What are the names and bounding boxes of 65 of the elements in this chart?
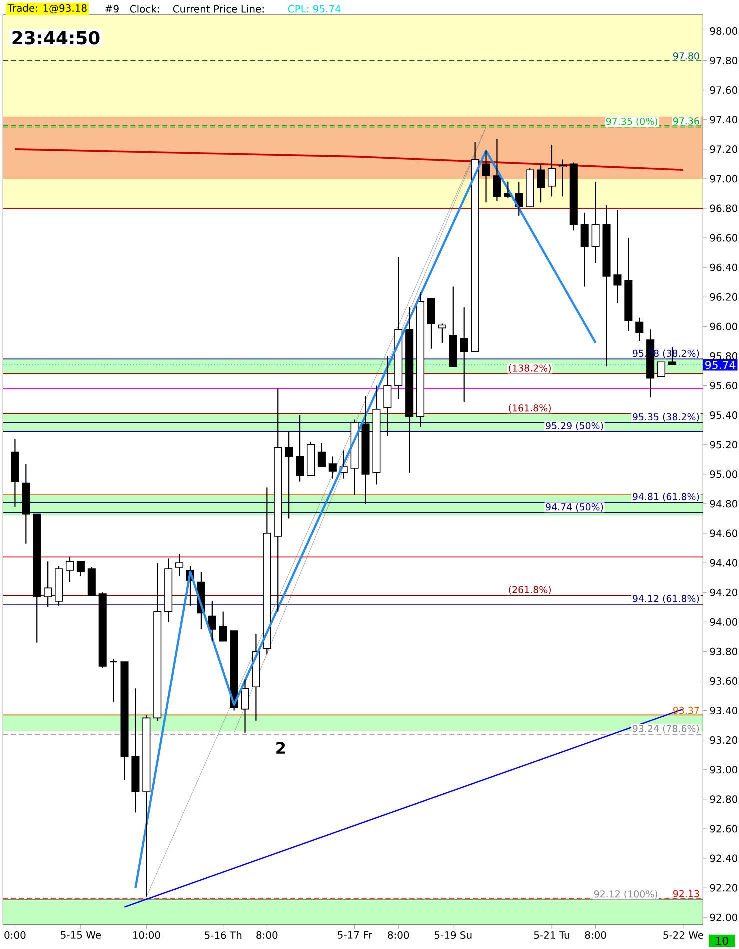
text: Current Price Line: xyxy=(173,5,264,13)
y-tick-label: 93.00 xyxy=(710,766,738,774)
y-tick-label: 92.80 xyxy=(710,796,738,804)
y-tick-label: 92.40 xyxy=(710,854,738,862)
annotation: (261.8%) xyxy=(509,586,551,595)
y-tick-label: 94.60 xyxy=(710,530,738,538)
x-tick-label: 5-19 Su xyxy=(434,931,472,940)
ref-line-label: 93.24 (78.6%) xyxy=(632,724,700,734)
x-tick-label: 5-15 We xyxy=(61,932,101,939)
ref-line-label: 97.35 (0%) xyxy=(606,118,658,126)
y-tick-label: 95.60 xyxy=(710,382,738,390)
x-tick-label: 8:00 xyxy=(388,931,410,940)
x-tick-label: 5-22 We xyxy=(664,931,704,940)
y-tick-label: 92.60 xyxy=(710,825,738,833)
x-tick-label: 5-16 Th xyxy=(204,931,242,940)
text: Trade: 1@93.18 xyxy=(8,4,87,14)
x-tick-label: 5-21 Tu xyxy=(534,931,570,940)
y-tick-label: 93.20 xyxy=(710,736,738,744)
ref-line-label: 97.36 xyxy=(673,118,700,125)
y-tick-label: 96.20 xyxy=(710,293,738,301)
y-tick-label: 97.40 xyxy=(710,116,738,124)
x-tick-label: 8:00 xyxy=(256,931,278,940)
y-tick-label: 94.00 xyxy=(710,618,738,626)
y-tick-label: 95.80 xyxy=(710,352,738,360)
ref-line-label: 94.81 (61.8%) xyxy=(632,493,700,502)
ref-line-label: 95.35 (38.2%) xyxy=(632,413,700,422)
ref-line-label: 95.29 (50%) xyxy=(546,422,604,431)
annotation: 23:44:50 xyxy=(12,31,100,45)
x-tick-label: 8:00 xyxy=(585,931,606,940)
text: 10 xyxy=(716,936,728,946)
y-tick-label: 93.80 xyxy=(710,648,738,656)
text: Clock: xyxy=(130,5,160,13)
y-tick-label: 97.20 xyxy=(710,146,738,154)
x-tick-label: 10:00 xyxy=(133,931,160,940)
y-tick-label: 96.00 xyxy=(710,322,738,330)
annotation: (138.2%) xyxy=(509,364,551,373)
ref-line-label: 94.74 (50%) xyxy=(546,503,604,512)
y-tick-label: 94.40 xyxy=(710,559,738,567)
text: #9 xyxy=(106,5,119,13)
annotation: 95.74 xyxy=(705,360,736,370)
x-tick-label: 0:00 xyxy=(4,931,26,940)
y-tick-label: 96.60 xyxy=(710,234,738,242)
annotation: 2 xyxy=(276,742,285,754)
annotation: (161.8%) xyxy=(509,404,551,413)
y-tick-label: 96.40 xyxy=(710,264,738,272)
y-tick-label: 92.20 xyxy=(710,884,738,892)
y-tick-label: 92.00 xyxy=(710,914,738,922)
y-tick-label: 96.80 xyxy=(710,204,738,212)
ref-line-label: 92.12 (100%) xyxy=(594,890,658,899)
y-tick-label: 93.40 xyxy=(710,707,738,715)
y-tick-label: 97.80 xyxy=(710,57,738,65)
y-tick-label: 95.00 xyxy=(710,470,738,478)
x-tick-label: 5-17 Fr xyxy=(338,932,372,939)
ref-line-label: 97.80 xyxy=(673,52,700,60)
text: CPL: 95.74 xyxy=(288,5,341,13)
y-tick-label: 98.00 xyxy=(710,27,738,36)
y-tick-label: 95.40 xyxy=(710,412,738,420)
y-tick-label: 94.80 xyxy=(710,500,738,508)
y-tick-label: 93.60 xyxy=(710,677,738,686)
y-tick-label: 94.20 xyxy=(710,588,738,596)
y-tick-label: 97.00 xyxy=(710,175,738,183)
y-tick-label: 97.60 xyxy=(710,86,738,94)
ref-line-label: 92.13 xyxy=(673,890,700,898)
y-tick-label: 95.20 xyxy=(710,441,738,449)
ref-line-label: 94.12 (61.8%) xyxy=(632,594,700,604)
